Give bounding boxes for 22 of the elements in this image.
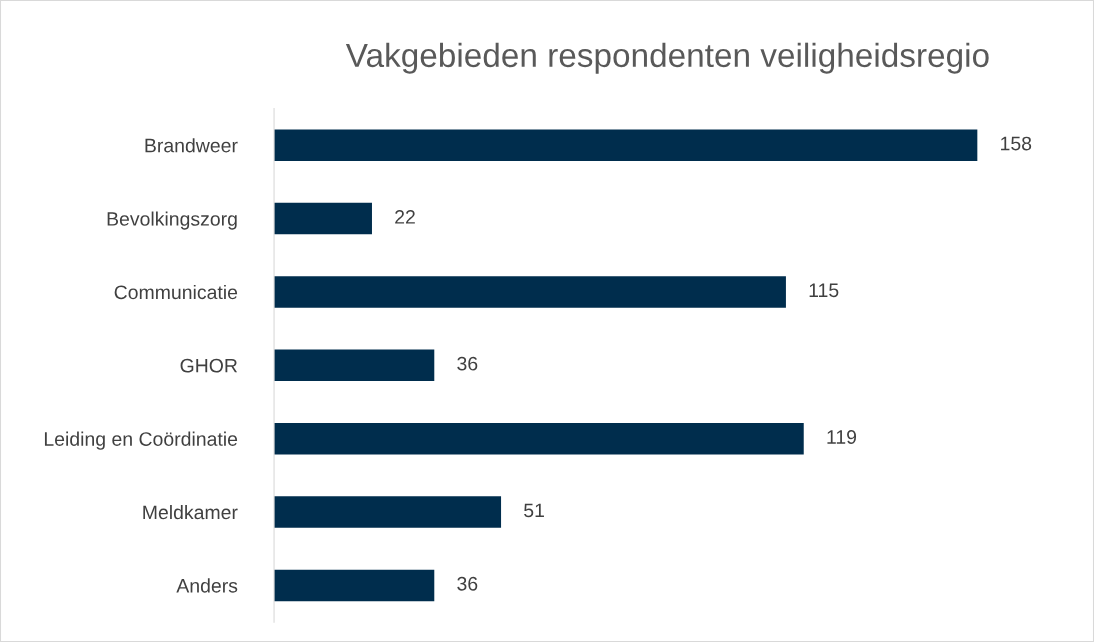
- data-label: 36: [457, 576, 478, 591]
- data-label: 119: [827, 430, 857, 444]
- data-label: 36: [457, 356, 478, 371]
- y-tick-label: Communicatie: [114, 284, 238, 300]
- y-tick-label: Bevolkingszorg: [107, 211, 237, 230]
- bar: [274, 276, 786, 308]
- y-tick-label: Anders: [176, 578, 238, 593]
- data-label: 22: [395, 210, 415, 224]
- bar: [274, 496, 502, 528]
- bar: [274, 422, 804, 455]
- data-label: 158: [1001, 136, 1032, 151]
- y-tick-label: Leiding en Coördinatie: [44, 431, 238, 450]
- data-label: 115: [809, 283, 839, 298]
- y-tick-label: GHOR: [180, 358, 238, 373]
- bar: [274, 569, 435, 602]
- bar: [274, 349, 435, 382]
- y-tick-label: Meldkamer: [143, 505, 238, 520]
- data-label: 51: [524, 503, 544, 518]
- bar: [274, 202, 372, 235]
- bar: [274, 129, 978, 161]
- y-tick-label: Brandweer: [145, 138, 238, 153]
- chart-title: Vakgebieden respondenten veiligheidsregio: [345, 42, 989, 74]
